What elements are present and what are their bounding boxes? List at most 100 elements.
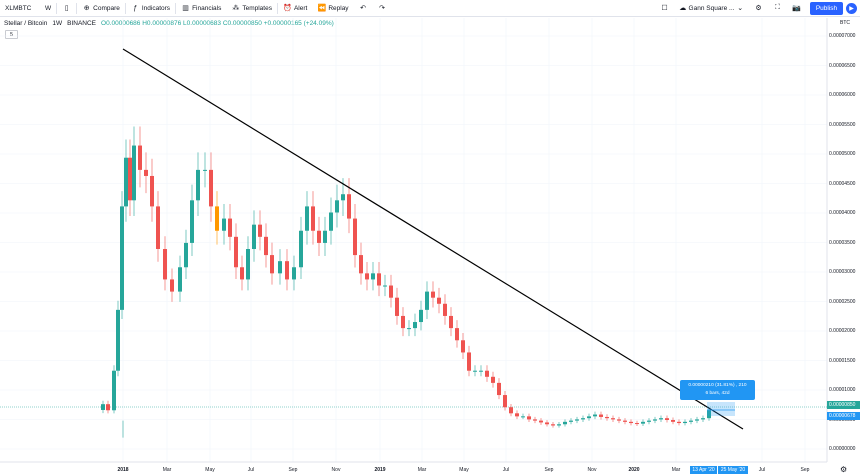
legend-interval: 1W <box>52 20 63 27</box>
candle-body <box>419 309 423 323</box>
alert-button[interactable]: ⏰ Alert <box>278 0 312 17</box>
camera-icon: 📷 <box>792 5 801 12</box>
chart-type-button[interactable]: ▯ <box>57 0 76 17</box>
publish-button[interactable]: Publish <box>810 2 843 15</box>
candle-body <box>353 218 357 256</box>
indicators-button[interactable]: ƒ Indicators <box>126 0 175 17</box>
compare-button[interactable]: ⊕ Compare <box>77 0 125 17</box>
candle-body <box>521 416 525 418</box>
symbol-label: XLMBTC <box>5 4 32 12</box>
candle-body <box>581 418 585 420</box>
divider <box>56 2 58 14</box>
candle-body <box>285 261 289 280</box>
candle-body <box>156 206 160 249</box>
templates-button[interactable]: ⁂ Templates <box>226 0 277 17</box>
price-axis-label: 0.00000000 <box>829 446 856 452</box>
cloud-icon: ☁ <box>679 5 687 12</box>
interval-button[interactable]: W <box>40 0 56 17</box>
candle-body <box>106 404 110 411</box>
time-axis-label: Nov <box>587 467 597 473</box>
candle-body <box>401 315 405 329</box>
divider <box>76 2 78 14</box>
legend-collapse-toggle[interactable]: 5 <box>5 30 18 39</box>
candle-body <box>677 421 681 424</box>
candle-body <box>455 328 459 341</box>
financials-button[interactable]: ▥ Financials <box>176 0 226 17</box>
candle-body <box>665 418 669 421</box>
candle-body <box>671 420 675 422</box>
candle-body <box>515 413 519 417</box>
candle-body <box>128 157 132 201</box>
candle-body <box>551 424 555 426</box>
replay-button[interactable]: ⏪ Replay <box>312 0 353 17</box>
time-axis-label: Mar <box>162 467 172 473</box>
fullscreen-toggle[interactable]: ☐ <box>655 0 674 17</box>
replay-label: Replay <box>328 4 349 12</box>
legend-title[interactable]: Stellar / Bitcoin <box>4 20 48 27</box>
candle-body <box>101 404 105 410</box>
candle-body <box>485 370 489 377</box>
candle-body <box>317 230 321 243</box>
time-axis-label: 2020 <box>628 467 640 473</box>
candle-body <box>473 370 477 372</box>
time-axis-label: Mar <box>671 467 681 473</box>
candle-body <box>707 410 711 419</box>
candle-body <box>371 273 375 280</box>
symbol-search[interactable]: XLMBTC <box>0 0 40 17</box>
candle-body <box>299 230 303 268</box>
candle-body <box>228 218 232 237</box>
settings-button[interactable]: ⚙ <box>749 0 768 17</box>
candle-body <box>437 297 441 304</box>
measure-tooltip-line1: 0.00000210 (31.81%) , 210 <box>688 383 747 388</box>
legend-exchange: BINANCE <box>67 20 97 27</box>
indicators-label: Indicators <box>141 4 171 12</box>
candle-body <box>575 419 579 421</box>
price-axis-label: 0.00003500 <box>829 239 856 246</box>
expand-icon: ⛶ <box>775 4 780 11</box>
undo-button[interactable]: ↶ <box>354 0 373 17</box>
candle-body <box>383 285 387 287</box>
layout-label: Gann Square ... <box>688 4 735 12</box>
layout-button[interactable]: ☁ Gann Square ... ⌄ <box>674 0 749 17</box>
price-axis-label: 0.00005000 <box>829 151 856 157</box>
candle-body <box>617 419 621 421</box>
fullscreen-button[interactable]: ⛶ <box>768 0 787 17</box>
candle-body <box>124 157 128 207</box>
candle-body <box>509 407 513 414</box>
candle-body <box>413 322 417 329</box>
grid <box>0 18 827 462</box>
divider <box>175 2 177 14</box>
alarm-clock-icon: ⏰ <box>283 5 292 12</box>
price-axis-label: 0.00002000 <box>829 328 856 334</box>
chevron-down-icon: ⌄ <box>737 5 744 12</box>
candle-body <box>425 291 429 310</box>
candle-body <box>689 420 693 422</box>
price-chart[interactable] <box>0 18 860 475</box>
candle-body <box>479 370 483 372</box>
price-axis-label: 0.00006000 <box>829 92 856 98</box>
bar-chart-icon: ▥ <box>182 5 189 12</box>
candle-body <box>683 421 687 424</box>
divider <box>276 2 278 14</box>
last-price-box-green: 0.00000850 <box>827 401 860 409</box>
gear-icon[interactable]: ⚙ <box>840 465 848 474</box>
candle-body <box>467 352 471 371</box>
candle-body <box>222 218 226 231</box>
candle-body <box>311 206 315 231</box>
candles-icon: ▯ <box>64 5 69 12</box>
price-axis-label: 0.00001500 <box>829 357 856 364</box>
candle-body <box>178 267 182 292</box>
candle-body <box>292 267 296 280</box>
range-start-date: 13 Apr '20 <box>690 466 717 474</box>
price-axis-label: 0.00004500 <box>829 180 856 187</box>
candle-body <box>196 169 200 201</box>
divider <box>124 2 126 14</box>
candle-body <box>252 224 256 249</box>
redo-button[interactable]: ↷ <box>373 0 392 17</box>
candle-body <box>533 419 537 421</box>
range-end-date: 25 May '20 <box>718 466 748 474</box>
play-icon[interactable]: ▶ <box>846 3 857 14</box>
candle-body <box>190 200 194 243</box>
candle-body <box>258 224 262 237</box>
snapshot-button[interactable]: 📷 <box>787 0 806 17</box>
